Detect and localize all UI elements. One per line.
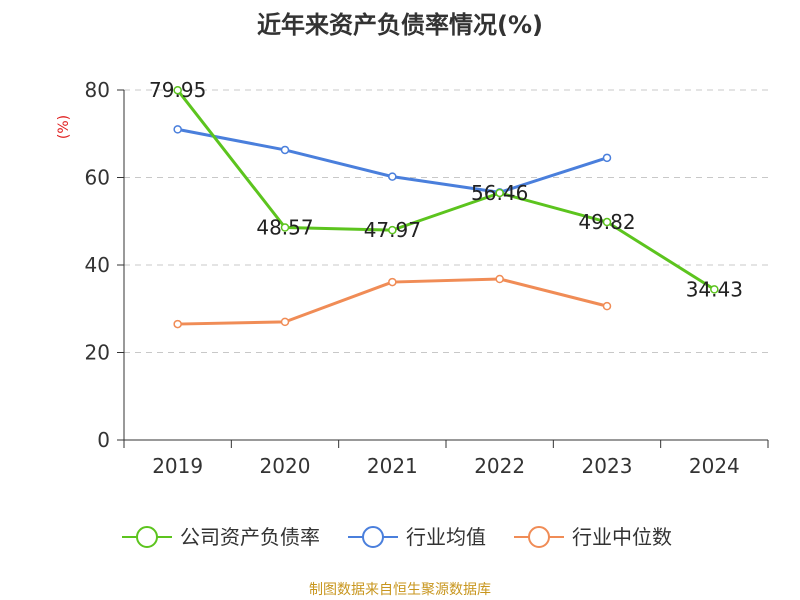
y-tick-label-40: 40 xyxy=(85,253,110,277)
series-2-point-0 xyxy=(173,319,182,329)
y-tick-label-0: 0 xyxy=(97,428,110,452)
series-0-point-2 xyxy=(388,225,397,235)
data-label-2022: 56.46 xyxy=(471,181,528,205)
series-line-1 xyxy=(177,127,608,194)
y-tick-label-80: 80 xyxy=(85,78,110,102)
series-1-point-4 xyxy=(602,153,612,163)
legend-item-2: 行业中位数 xyxy=(514,525,672,549)
x-tick-label-2020: 2020 xyxy=(260,454,311,478)
y-axis-label: (%) xyxy=(56,115,72,139)
data-label-2020: 48.57 xyxy=(256,216,313,240)
series-2-point-1 xyxy=(280,317,290,327)
legend-item-0: 公司资产负债率 xyxy=(122,525,320,549)
x-tick-label-2022: 2022 xyxy=(474,454,525,478)
legend-label-1: 行业均值 xyxy=(406,525,486,549)
data-label-2019: 79.95 xyxy=(149,78,206,102)
legend-marker-0 xyxy=(136,526,158,548)
series-1-point-2 xyxy=(388,172,397,181)
data-label-2024: 34.43 xyxy=(686,277,743,301)
data-label-2021: 47.97 xyxy=(364,218,421,242)
legend-marker-2 xyxy=(528,526,550,548)
series-1-point-0 xyxy=(173,125,182,134)
x-tick-label-2024: 2024 xyxy=(689,454,740,478)
y-tick-label-60: 60 xyxy=(85,166,110,190)
series-layer xyxy=(173,85,719,329)
series-0-point-0 xyxy=(173,85,182,95)
x-tick-label-2023: 2023 xyxy=(582,454,633,478)
series-1-point-1 xyxy=(280,145,290,155)
y-tick-label-20: 20 xyxy=(85,341,110,365)
series-2-point-4 xyxy=(602,301,612,311)
grid-lines xyxy=(124,89,768,353)
chart-title: 近年来资产负债率情况(%) xyxy=(257,11,543,39)
legend-marker-1 xyxy=(362,526,384,548)
data-labels: 79.95 48.57 47.97 56.46 49.82 34.43 xyxy=(149,78,743,301)
legend-label-2: 行业中位数 xyxy=(572,525,672,549)
data-label-2023: 49.82 xyxy=(578,210,635,234)
legend-item-1: 行业均值 xyxy=(348,525,486,549)
series-0-point-1 xyxy=(280,223,290,232)
x-tick-label-2021: 2021 xyxy=(367,454,418,478)
axes: 0 20 40 60 80 2019 2020 2021 2022 2023 2024 xyxy=(85,78,769,478)
series-0-point-5 xyxy=(710,285,719,294)
legend-label-0: 公司资产负债率 xyxy=(180,525,320,549)
legend: 公司资产负债率 行业均值 行业中位数 xyxy=(122,525,672,549)
series-2-point-3 xyxy=(495,274,504,284)
series-0-point-4 xyxy=(602,217,612,227)
x-tick-label-2019: 2019 xyxy=(152,454,203,478)
series-2-point-2 xyxy=(388,277,397,287)
series-line-0 xyxy=(176,89,716,291)
source-note: 制图数据来自恒生聚源数据库 xyxy=(309,582,491,598)
series-0-point-3 xyxy=(495,188,504,198)
